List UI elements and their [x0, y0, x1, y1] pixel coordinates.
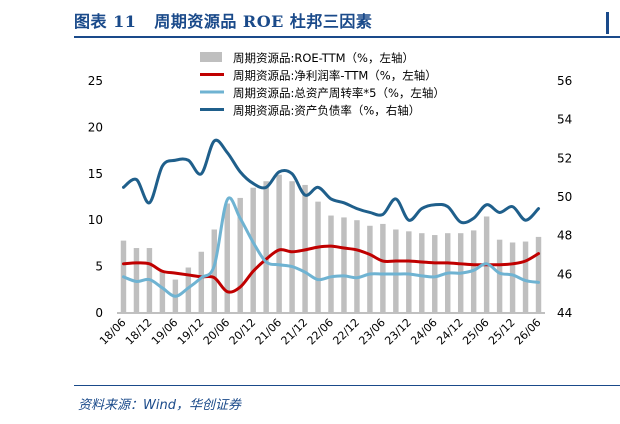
roe-bar — [198, 251, 205, 313]
x-tick-label: 19/12 — [175, 316, 207, 348]
roe-bar — [159, 271, 166, 313]
x-tick-label: 26/06 — [512, 316, 544, 348]
roe-bar — [432, 235, 438, 313]
x-tick-label: 19/06 — [149, 316, 181, 348]
y-right-tick-label: 46 — [557, 267, 572, 281]
y-right-tick-label: 54 — [557, 113, 572, 127]
figure-title: 图表 11 周期资源品 ROE 杜邦三因素 — [74, 8, 372, 32]
x-tick-label: 20/12 — [227, 316, 259, 348]
roe-bar — [250, 187, 256, 313]
roe-bar — [328, 215, 334, 313]
y-left-tick-label: 20 — [88, 120, 103, 134]
roe-bar — [224, 203, 230, 313]
y-right-tick-label: 56 — [557, 74, 572, 88]
roe-bar — [354, 220, 360, 313]
footer-rule — [74, 385, 620, 386]
x-tick-label: 18/12 — [123, 316, 155, 348]
debt-ratio-line — [121, 138, 541, 225]
legend-label: 周期资源品:净利润率-TTM（%，左轴） — [233, 69, 437, 83]
x-tick-label: 23/06 — [356, 316, 388, 348]
y-left-tick-label: 25 — [88, 74, 103, 88]
x-tick-label: 21/12 — [279, 316, 311, 348]
x-tick-label: 22/12 — [330, 316, 362, 348]
roe-bar — [380, 223, 386, 313]
edge-marker — [606, 12, 609, 34]
title-rule — [74, 36, 620, 38]
roe-bar — [535, 236, 542, 313]
roe-bar — [315, 201, 321, 313]
roe-bar — [522, 241, 529, 313]
asset-turnover-line — [121, 196, 541, 298]
roe-bar — [393, 229, 399, 313]
line-series — [121, 138, 541, 298]
x-tick-label: 23/12 — [382, 316, 414, 348]
legend-label: 周期资源品:资产负债率（%，右轴） — [233, 104, 420, 118]
legend: 周期资源品:ROE-TTM（%，左轴） 周期资源品:净利润率-TTM（%，左轴） 周… — [200, 51, 445, 118]
x-tick-label: 24/12 — [434, 316, 466, 348]
x-tick-label: 25/06 — [460, 316, 492, 348]
x-tick-label: 24/06 — [408, 316, 440, 348]
source-note: 资料来源：Wind，华创证券 — [78, 398, 241, 413]
roe-bar — [263, 181, 269, 313]
roe-bar — [509, 242, 516, 313]
legend-label: 周期资源品:ROE-TTM（%，左轴） — [233, 51, 414, 65]
roe-bar — [341, 217, 347, 313]
y-right-tick-label: 48 — [557, 229, 572, 243]
net-margin-line — [121, 244, 541, 294]
figure-number: 图表 11 — [74, 12, 137, 31]
roe-bar — [237, 197, 243, 313]
roe-bar — [367, 225, 373, 313]
y-left-tick-label: 15 — [88, 167, 103, 181]
legend-swatch — [200, 52, 222, 62]
roe-bar — [185, 267, 192, 313]
x-tick-label: 20/06 — [201, 316, 233, 348]
y-right-tick-label: 50 — [557, 190, 572, 204]
y-left-tick-label: 5 — [95, 260, 103, 274]
y-left-tick-label: 10 — [88, 213, 103, 227]
figure-caption: 周期资源品 ROE 杜邦三因素 — [154, 12, 373, 31]
roe-bar — [289, 181, 295, 313]
y-left-tick-label: 0 — [95, 306, 103, 320]
roe-bar — [496, 239, 503, 313]
x-tick-label: 21/06 — [253, 316, 285, 348]
y-right-tick-label: 44 — [557, 306, 572, 320]
roe-bar — [406, 231, 412, 313]
legend-label: 周期资源品:总资产周转率*5（%，左轴） — [233, 86, 445, 100]
x-tick-label: 25/12 — [486, 316, 518, 348]
x-tick-label: 18/06 — [97, 316, 129, 348]
y-right-tick-label: 52 — [557, 151, 572, 165]
x-tick-label: 22/06 — [305, 316, 337, 348]
roe-bar — [211, 229, 217, 313]
roe-bar — [276, 174, 282, 313]
roe-bar — [419, 233, 425, 313]
